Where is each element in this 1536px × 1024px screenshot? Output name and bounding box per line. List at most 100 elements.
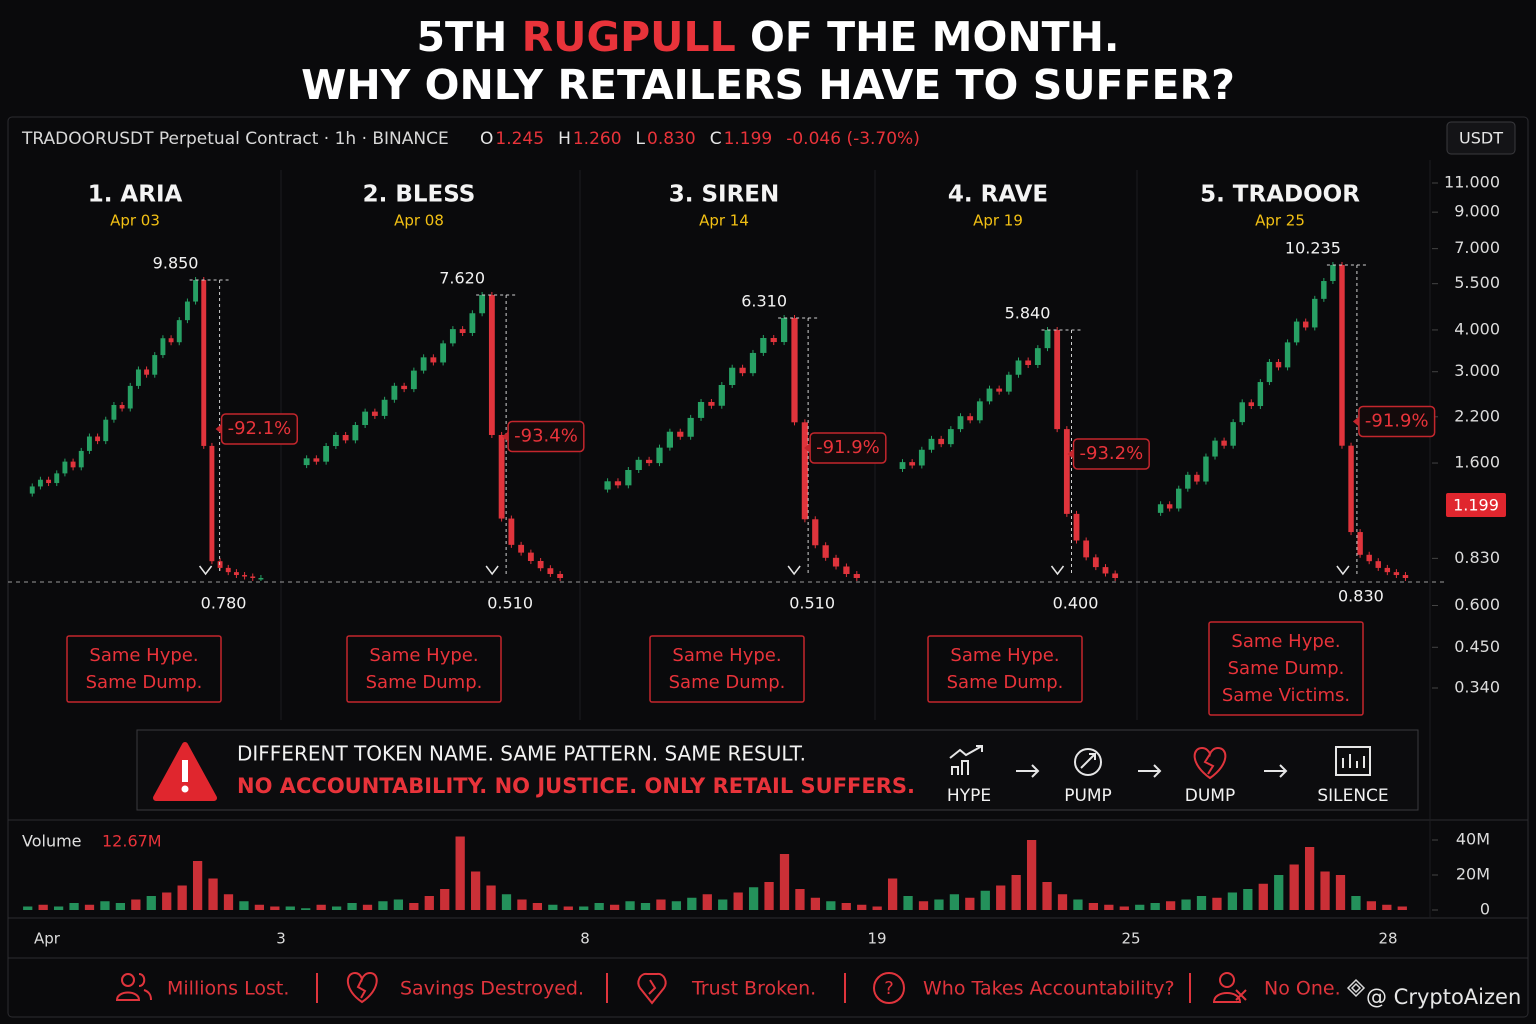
candle <box>332 434 339 447</box>
volume-bar <box>100 901 110 910</box>
drop-label: -93.2% <box>1080 443 1144 464</box>
candle <box>1302 321 1309 328</box>
candle <box>1266 361 1273 383</box>
volume-bar <box>1274 875 1284 910</box>
footer-item: Millions Lost. <box>167 978 289 1000</box>
volume-bar <box>671 901 682 910</box>
candle <box>832 557 840 567</box>
volume-bar <box>965 897 975 910</box>
volume-bar <box>301 908 311 910</box>
candle <box>37 479 43 487</box>
volume-bar <box>1181 899 1191 910</box>
banner <box>136 729 1419 811</box>
currency-button[interactable] <box>1446 121 1516 155</box>
candle <box>1330 265 1336 282</box>
y-tick-label: 5.500 <box>1454 273 1500 292</box>
candle <box>967 416 974 421</box>
peak-label: 5.840 <box>1005 304 1051 323</box>
candle <box>193 280 199 302</box>
note-line: Same Victims. <box>1222 685 1350 706</box>
candle <box>1312 298 1318 328</box>
panel-date: Apr 19 <box>973 212 1023 230</box>
candle <box>791 318 798 423</box>
candle <box>313 458 320 462</box>
flow-step: HYPE <box>947 786 991 806</box>
symbol: TRADOORUSDT Perpetual Contract · 1h · BI… <box>21 129 449 149</box>
volume-bar <box>1212 897 1222 910</box>
candle <box>152 355 158 375</box>
volume-bar <box>795 889 805 910</box>
ohlc-value: 1.199 <box>724 129 773 149</box>
candle <box>430 357 437 363</box>
candle <box>371 411 378 416</box>
volume-bar <box>69 903 79 910</box>
y-tick-label: 9.000 <box>1454 202 1500 221</box>
volume-bar <box>1304 847 1315 910</box>
chart-frame <box>7 116 1529 1018</box>
candle <box>440 343 447 363</box>
candle <box>1284 342 1291 368</box>
volume-bar <box>887 878 898 910</box>
person-icon-body <box>1212 989 1247 1003</box>
last-price-label: 1.199 <box>1453 495 1499 514</box>
candle <box>1044 330 1051 349</box>
ohlc: O 1.245 H 1.260 L 0.830 C 1.199 -0.046 (-3.70%) <box>480 129 920 149</box>
volume-bar <box>918 901 929 910</box>
volume-bar <box>409 903 419 910</box>
volume-bar <box>517 899 527 910</box>
note-box <box>66 635 222 703</box>
y-tick-label: 2.200 <box>1454 406 1500 425</box>
candle <box>687 417 694 437</box>
x-tick-label: 19 <box>867 930 886 948</box>
candle <box>62 461 68 474</box>
candle <box>899 462 906 469</box>
low-label: 0.780 <box>201 594 247 613</box>
candle <box>760 337 767 353</box>
candle <box>401 385 408 390</box>
panel-title: 5. TRADOOR <box>1200 182 1360 208</box>
volume-bar <box>331 906 342 910</box>
candle <box>938 438 945 445</box>
drop-pointer <box>1067 449 1074 459</box>
candle <box>1239 402 1245 423</box>
flow-step: DUMP <box>1185 786 1235 806</box>
panel-title: 3. SIREN <box>669 182 780 208</box>
currency[interactable]: USDT <box>1459 129 1503 148</box>
candle <box>1112 573 1119 578</box>
volume-bar <box>980 890 990 910</box>
candle <box>718 384 725 406</box>
x-tick-label: 8 <box>580 930 590 948</box>
candle <box>812 519 819 546</box>
volume-bar <box>1026 840 1037 910</box>
peak-label: 9.850 <box>153 254 199 273</box>
volume-bar <box>162 892 172 910</box>
headline-line2: WHY ONLY RETAILERS HAVE TO SUFFER? <box>301 61 1235 109</box>
y-tick-label: 0.340 <box>1454 678 1500 697</box>
y-tick-label: 3.000 <box>1454 361 1500 380</box>
ohlc-key: C <box>710 129 722 149</box>
candle <box>1102 567 1109 574</box>
candle <box>242 575 248 577</box>
note-line: Same Hype. <box>1231 631 1340 652</box>
footer-separators <box>316 973 1191 1003</box>
broken-heart-icon <box>347 971 378 1004</box>
volume-bar <box>1104 904 1114 910</box>
candle <box>843 566 850 575</box>
ohlc-key: H <box>558 129 571 149</box>
drop-arrow <box>198 565 213 576</box>
candle <box>144 369 150 375</box>
person-icon <box>1219 972 1235 988</box>
candle <box>749 352 757 374</box>
candle <box>1366 554 1372 562</box>
volume-bar <box>393 899 404 910</box>
note-line: Same Hype. <box>950 645 1059 666</box>
ohlc-key: O <box>480 129 493 149</box>
candle <box>770 337 777 343</box>
y-tick-label: 0.450 <box>1454 637 1500 656</box>
last-price-box <box>1446 492 1506 517</box>
volume-bar <box>1351 896 1361 910</box>
candle <box>976 401 983 421</box>
y-tick-label: 0.830 <box>1454 548 1500 567</box>
